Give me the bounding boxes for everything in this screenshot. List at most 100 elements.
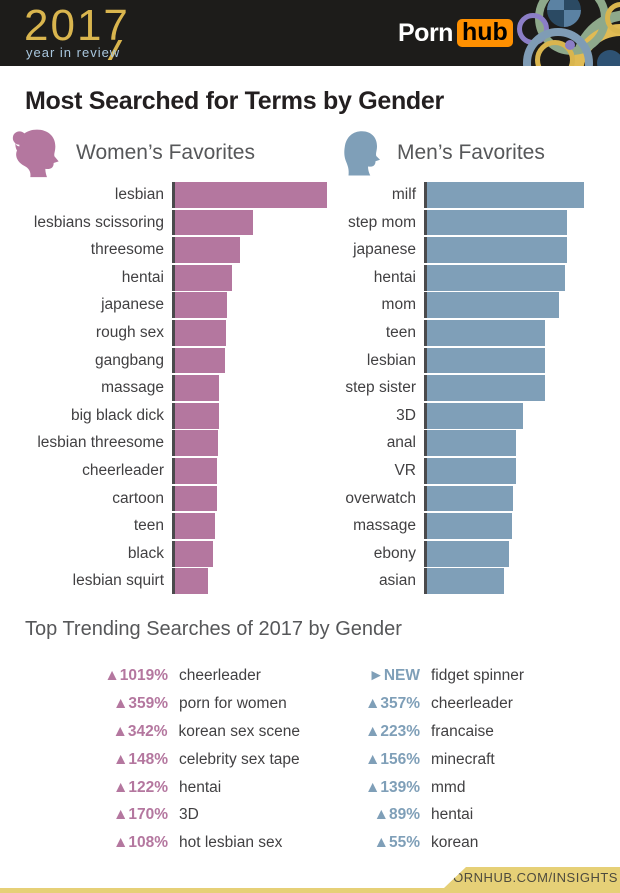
bar [175, 375, 220, 401]
chart-row: asian [330, 568, 620, 595]
bar-track [424, 568, 620, 595]
bar [427, 209, 567, 236]
chart-row: black [0, 540, 330, 567]
bar-track [172, 292, 330, 319]
bar [175, 209, 253, 236]
men-section-label: Men’s Favorites [397, 141, 545, 164]
bar-track [424, 292, 620, 319]
women-section-header: Women’s Favorites [12, 127, 255, 179]
bar-track [172, 568, 330, 595]
bar-label: lesbian [114, 186, 164, 203]
bar [427, 182, 584, 208]
year-in-review-logo: 2017 [24, 1, 130, 50]
bar [427, 402, 523, 429]
chart-row: teen [0, 513, 330, 539]
bar [427, 540, 509, 567]
header-banner: 2017 year in review Porn hub [0, 0, 620, 66]
trend-delta: ▲357% [365, 694, 420, 712]
quadrant-circle-icon [547, 0, 581, 27]
bar [175, 319, 226, 346]
circle-ornament-icon [535, 40, 575, 66]
bar-track [172, 457, 330, 484]
pornhub-logo: Porn hub [398, 19, 513, 47]
chart-row: cartoon [0, 485, 330, 512]
chart-row: japanese [0, 292, 330, 319]
bar-label: big black dick [70, 406, 164, 424]
bar-label: lesbian threesome [37, 434, 164, 452]
trending-row: ▲170% 3D [0, 801, 300, 829]
trend-term: cheerleader [179, 667, 261, 684]
bar-label: step mom [347, 213, 416, 231]
bar [175, 430, 219, 457]
trending-row: ▲1019% cheerleader [0, 662, 300, 690]
men-section-header: Men’s Favorites [338, 127, 545, 179]
trending-row: ▲156% minecraft [310, 746, 620, 774]
bar-track [172, 209, 330, 236]
trend-delta: ▲148% [113, 750, 168, 768]
bar-label: cartoon [112, 489, 164, 507]
bar-track [424, 402, 620, 429]
chart-row: mom [330, 292, 620, 319]
bar-track [424, 457, 620, 484]
circle-ornament-icon [523, 28, 593, 66]
chart-row: lesbians scissoring [0, 209, 330, 236]
bar-label: 3D [396, 406, 416, 424]
bar [175, 182, 327, 208]
year-in-review-subtitle: year in review [26, 45, 121, 60]
chart-row: massage [0, 375, 330, 401]
bar-track [172, 347, 330, 374]
bar-label: gangbang [95, 351, 164, 369]
bar [427, 347, 545, 374]
bar [175, 568, 209, 595]
decorative-circles [502, 0, 620, 66]
bar [175, 540, 213, 567]
footer-insights-link[interactable]: PORNHUB.COM/INSIGHTS [444, 867, 620, 888]
chart-row: overwatch [330, 485, 620, 512]
trending-row: ▲89% hentai [310, 801, 620, 829]
bar-label: lesbian [366, 351, 416, 369]
bar [427, 430, 517, 457]
chart-row: teen [330, 319, 620, 346]
trend-delta: ▲170% [113, 806, 168, 824]
men-trending-list: ►NEW fidget spinner ▲357% cheerleader ▲223% f… [310, 662, 620, 857]
trend-term: mmd [431, 778, 466, 796]
bar-label: hentai [121, 268, 164, 286]
bar-label: cheerleader [82, 461, 164, 479]
bar-label: threesome [90, 241, 164, 259]
trending-row: ▲359% porn for women [0, 690, 300, 718]
bar-track [424, 182, 620, 208]
trend-delta: ▲122% [113, 778, 168, 796]
bar-label: black [127, 544, 164, 562]
trending-title: Top Trending Searches of 2017 by Gender [25, 618, 402, 640]
bar [427, 292, 559, 319]
circle-ornament-icon [565, 40, 575, 50]
bar-label: japanese [353, 241, 416, 259]
trend-delta: ▲359% [113, 694, 168, 712]
bar-charts: lesbian lesbians scissoring threesome henta… [0, 182, 620, 596]
bar [427, 457, 517, 484]
chart-row: hentai [330, 264, 620, 291]
bar-track [172, 430, 330, 457]
bar-label: milf [391, 186, 416, 203]
bar [175, 513, 216, 539]
circle-ornament-icon [605, 2, 620, 34]
trend-term: porn for women [179, 694, 287, 712]
bar [427, 513, 512, 539]
bar-track [172, 319, 330, 346]
chart-row: step mom [330, 209, 620, 236]
trend-term: minecraft [431, 750, 495, 768]
trend-delta: ▲55% [373, 834, 420, 852]
female-profile-icon [12, 129, 59, 178]
trend-delta: ▲223% [365, 722, 420, 740]
bar [175, 347, 226, 374]
bar-label: VR [394, 461, 416, 479]
trend-term: celebrity sex tape [179, 750, 300, 768]
chart-row: lesbian squirt [0, 568, 330, 595]
trend-delta: ▲1019% [104, 667, 168, 684]
bar-track [424, 209, 620, 236]
bar-track [172, 513, 330, 539]
bar [175, 402, 220, 429]
bar-track [424, 347, 620, 374]
bar-track [424, 485, 620, 512]
bar-label: massage [353, 517, 416, 535]
